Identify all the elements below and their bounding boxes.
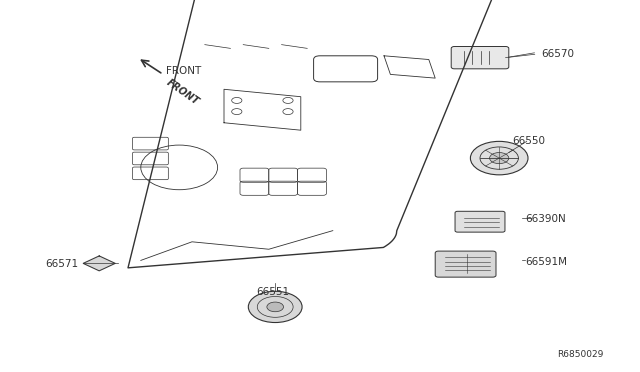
Circle shape xyxy=(248,291,302,323)
Text: 66570: 66570 xyxy=(541,49,574,59)
Polygon shape xyxy=(83,256,115,271)
Text: 66591M: 66591M xyxy=(525,257,567,267)
Text: 66571: 66571 xyxy=(45,259,78,269)
Text: 66390N: 66390N xyxy=(525,215,566,224)
FancyBboxPatch shape xyxy=(435,251,496,277)
FancyBboxPatch shape xyxy=(455,211,505,232)
Circle shape xyxy=(490,153,509,164)
Text: R6850029: R6850029 xyxy=(557,350,603,359)
Text: 66551: 66551 xyxy=(256,287,289,297)
Circle shape xyxy=(267,302,284,312)
Text: FRONT: FRONT xyxy=(166,66,202,76)
Text: 66550: 66550 xyxy=(512,137,545,146)
Text: FRONT: FRONT xyxy=(165,77,201,107)
FancyBboxPatch shape xyxy=(451,46,509,69)
Circle shape xyxy=(470,141,528,175)
